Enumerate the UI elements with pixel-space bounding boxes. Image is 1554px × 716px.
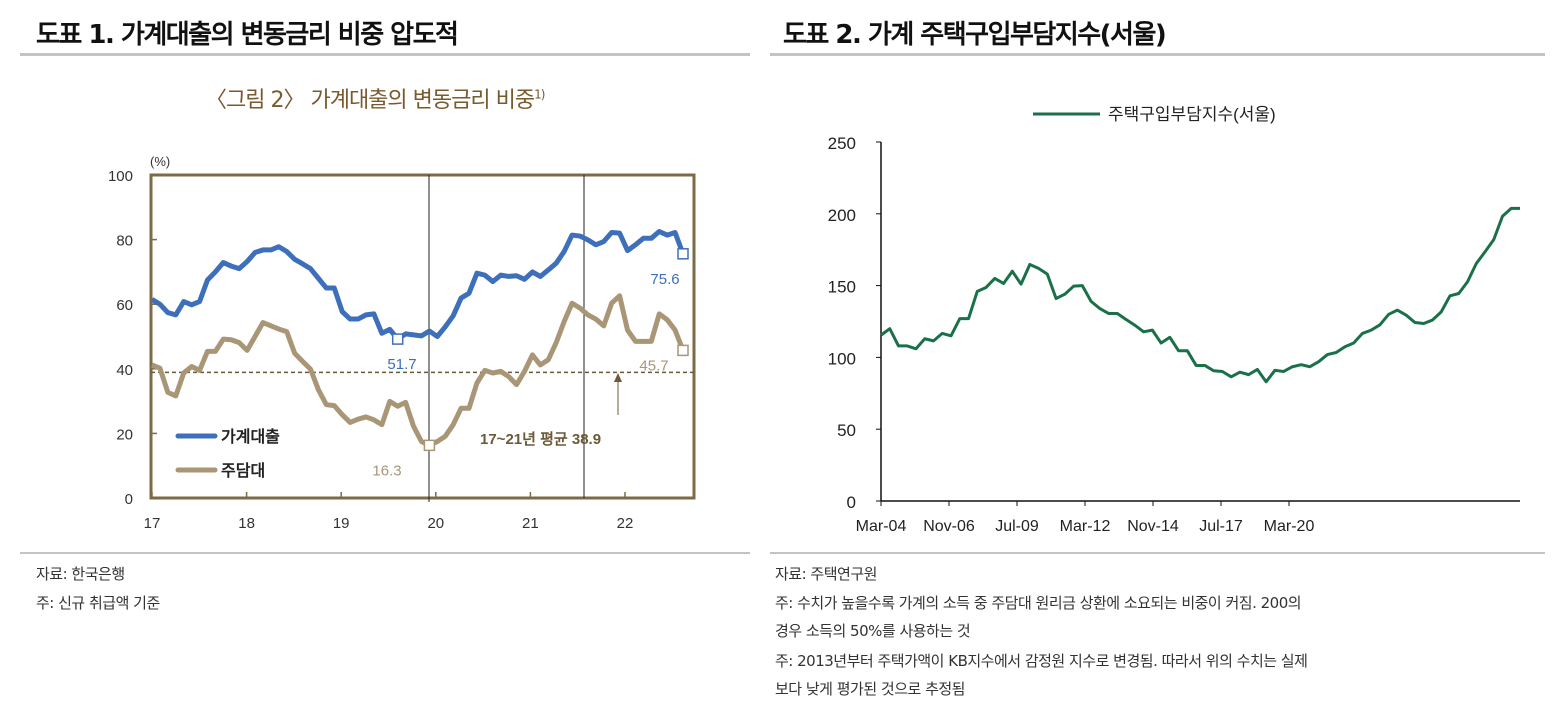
tan-last-label: 45.7 xyxy=(639,357,668,374)
right-footer-rule xyxy=(770,552,1545,554)
x-tick-label: 19 xyxy=(333,515,350,532)
y-tick-label: 40 xyxy=(116,362,133,379)
x-tick-label: 22 xyxy=(617,515,634,532)
y-tick-label: 150 xyxy=(828,278,856,297)
x-tick-label: 20 xyxy=(427,515,444,532)
right-source: 자료: 주택연구원 xyxy=(775,565,877,583)
y-tick-label: 0 xyxy=(847,493,856,512)
tan-min-label: 16.3 xyxy=(372,462,401,479)
x-tick-label: Mar-04 xyxy=(856,518,907,535)
right-chart: 0 50 100 150 200 250 Mar-04 Nov-06 Jul-09 Mar-12 N… xyxy=(828,105,1520,535)
average-label: 17~21년 평균 38.9 xyxy=(480,430,601,448)
x-tick-label: 18 xyxy=(238,515,255,532)
right-note-1b: 경우 소득의 50%를 사용하는 것 xyxy=(775,622,971,640)
legend-label: 가계대출 xyxy=(221,427,280,446)
y-tick-label: 80 xyxy=(116,233,133,250)
right-note-2: 주: 2013년부터 주택가액이 KB지수에서 감정원 지수로 변경됨. 따라서… xyxy=(775,652,1308,670)
y-tick-label: 100 xyxy=(828,349,856,368)
left-header-rule xyxy=(20,53,750,56)
x-tick-label: Nov-06 xyxy=(923,518,975,535)
plot-frame xyxy=(149,173,696,500)
legend-label: 주택구입부담지수(서울) xyxy=(1108,105,1276,124)
left-chart: (%) 0 20 40 60 80 100 17 18 19 20 21 22 51.7 75.6 16.3 4… xyxy=(108,154,696,532)
y-tick-label: 250 xyxy=(828,134,856,153)
legend-label: 주담대 xyxy=(221,462,265,480)
series-line-mortgage xyxy=(151,293,686,448)
right-header-rule xyxy=(770,53,1545,56)
y-tick-label: 50 xyxy=(837,421,856,440)
figure-title-text: 〈그림 2〉 가계대출의 변동금리 비중 xyxy=(205,88,535,113)
y-unit-label: (%) xyxy=(150,154,170,169)
left-header: 도표 1. 가계대출의 변동금리 비중 압도적 xyxy=(36,20,459,50)
figure-title: 〈그림 2〉 가계대출의 변동금리 비중1) xyxy=(205,82,545,114)
left-note: 주: 신규 취급액 기준 xyxy=(36,594,160,612)
y-tick-label: 20 xyxy=(116,426,133,443)
right-header: 도표 2. 가계 주택구입부담지수(서울) xyxy=(783,20,1167,50)
y-tick-label: 200 xyxy=(828,206,856,225)
y-tick-label: 60 xyxy=(116,297,133,314)
blue-last-label: 75.6 xyxy=(650,271,679,288)
x-tick-label: Mar-12 xyxy=(1060,518,1111,535)
blue-min-label: 51.7 xyxy=(387,356,416,373)
right-note-1: 주: 수치가 높을수록 가계의 소득 중 주담대 원리금 상환에 소요되는 비중… xyxy=(775,594,1302,612)
left-source: 자료: 한국은행 xyxy=(36,565,125,583)
y-tick-label: 100 xyxy=(108,168,133,185)
last-marker xyxy=(677,248,689,260)
x-tick-label: Jul-17 xyxy=(1199,518,1243,535)
min-marker xyxy=(423,439,436,452)
last-marker xyxy=(677,344,689,357)
x-tick-label: Nov-14 xyxy=(1127,518,1179,535)
figure-title-sup: 1) xyxy=(534,87,545,102)
x-tick-label: Jul-09 xyxy=(995,518,1039,535)
average-arrow-head xyxy=(614,373,622,382)
series-line-affordability xyxy=(880,206,1520,384)
min-marker xyxy=(391,333,404,345)
series-line-household xyxy=(150,229,686,342)
left-footer-rule xyxy=(20,552,750,554)
y-tick-label: 0 xyxy=(125,491,133,508)
right-note-2b: 보다 낮게 평가된 것으로 추정됨 xyxy=(775,680,965,698)
x-tick-label: 17 xyxy=(144,515,161,532)
x-tick-label: 21 xyxy=(522,515,539,532)
x-tick-label: Mar-20 xyxy=(1264,518,1315,535)
